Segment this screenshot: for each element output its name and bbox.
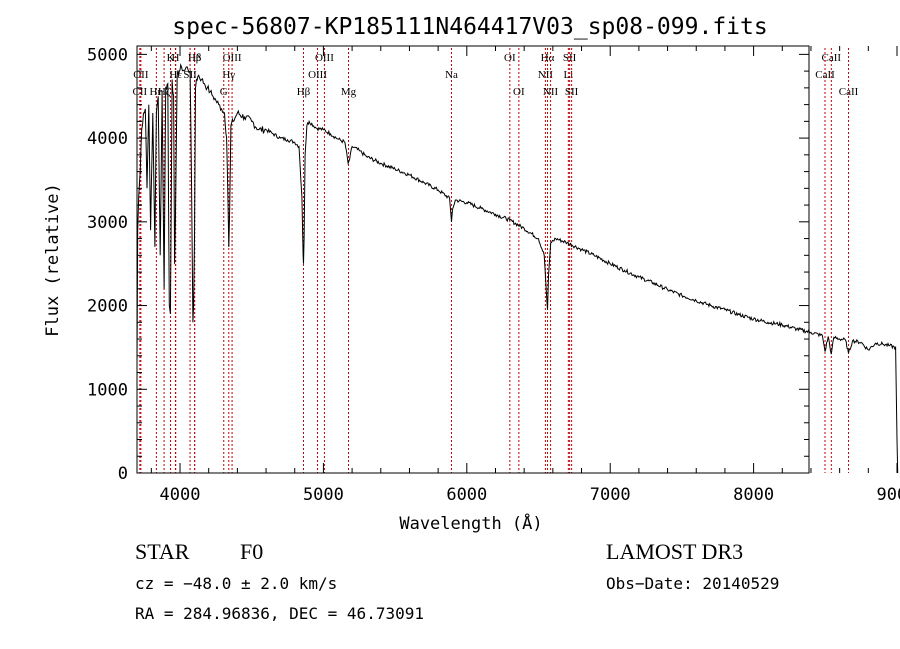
obs-date: Obs−Date: 20140529 bbox=[606, 574, 779, 593]
y-tick-label: 2000 bbox=[87, 297, 128, 317]
object-subclass: F0 bbox=[240, 539, 263, 564]
line-marker-label: CII bbox=[133, 86, 148, 98]
y-tick-labels: 0 1000 2000 3000 4000 5000 bbox=[87, 45, 128, 484]
line-marker-label: NII bbox=[538, 69, 554, 81]
line-markers: HδKHHβOIIHεSIICIIHηHζOIIIHγGOIIIOIIIHβMg… bbox=[133, 48, 859, 473]
line-marker-label: Hβ bbox=[297, 86, 311, 98]
y-axis-label: Flux (relative) bbox=[43, 183, 63, 337]
x-tick-label: 7000 bbox=[590, 485, 631, 505]
line-marker-label: OIII bbox=[315, 52, 334, 64]
line-marker-label: CaII bbox=[822, 52, 842, 64]
line-marker-label: OIII bbox=[308, 69, 327, 81]
line-marker-label: Na bbox=[445, 69, 458, 81]
line-marker-label: Hβ bbox=[188, 52, 202, 64]
x-tick-labels: 4000 5000 6000 7000 8000 9000 bbox=[160, 485, 900, 505]
ra-dec: RA = 284.96836, DEC = 46.73091 bbox=[135, 604, 424, 623]
x-tick-label: 6000 bbox=[446, 485, 487, 505]
line-marker-label: CaII bbox=[815, 69, 835, 81]
axis-ticks bbox=[137, 46, 898, 474]
object-class: STAR bbox=[135, 539, 190, 564]
x-axis-label: Wavelength (Å) bbox=[399, 512, 542, 534]
y-tick-label: 3000 bbox=[87, 213, 128, 233]
y-tick-label: 1000 bbox=[87, 380, 128, 400]
line-marker-label: Mg bbox=[341, 86, 357, 98]
y-tick-label: 4000 bbox=[87, 129, 128, 149]
line-marker-label: OI bbox=[513, 86, 525, 98]
redshift-cz: cz = −48.0 ± 2.0 km/s bbox=[135, 574, 337, 593]
line-marker-label: Hη bbox=[150, 86, 164, 98]
chart-title: spec-56807-KP185111N464417V03_sp08-099.f… bbox=[172, 14, 767, 40]
x-tick-label: 4000 bbox=[160, 485, 201, 505]
y-tick-label: 5000 bbox=[87, 45, 128, 65]
line-marker-label: CaII bbox=[839, 86, 859, 98]
line-marker-label: Hζ bbox=[158, 86, 171, 98]
line-marker-label: G bbox=[220, 86, 228, 98]
line-marker-label: SII bbox=[565, 86, 579, 98]
x-tick-label: 8000 bbox=[733, 485, 774, 505]
line-marker-label: Hγ bbox=[222, 69, 235, 81]
line-marker-label: Hε bbox=[169, 69, 182, 81]
line-marker-label: OIII bbox=[223, 52, 242, 64]
line-marker-label: NII bbox=[543, 86, 559, 98]
line-marker-label: Li bbox=[563, 69, 573, 81]
line-marker-label: Hα bbox=[541, 52, 555, 64]
y-tick-label: 0 bbox=[118, 464, 128, 484]
line-marker-label: OI bbox=[504, 52, 516, 64]
survey-name: LAMOST DR3 bbox=[606, 539, 743, 564]
line-marker-label: K bbox=[167, 52, 175, 64]
plot-frame bbox=[136, 45, 810, 474]
x-tick-label: 9000 bbox=[877, 485, 900, 505]
line-marker-label: SII bbox=[563, 52, 577, 64]
x-tick-label: 5000 bbox=[303, 485, 344, 505]
spectrum-line bbox=[136, 62, 899, 474]
